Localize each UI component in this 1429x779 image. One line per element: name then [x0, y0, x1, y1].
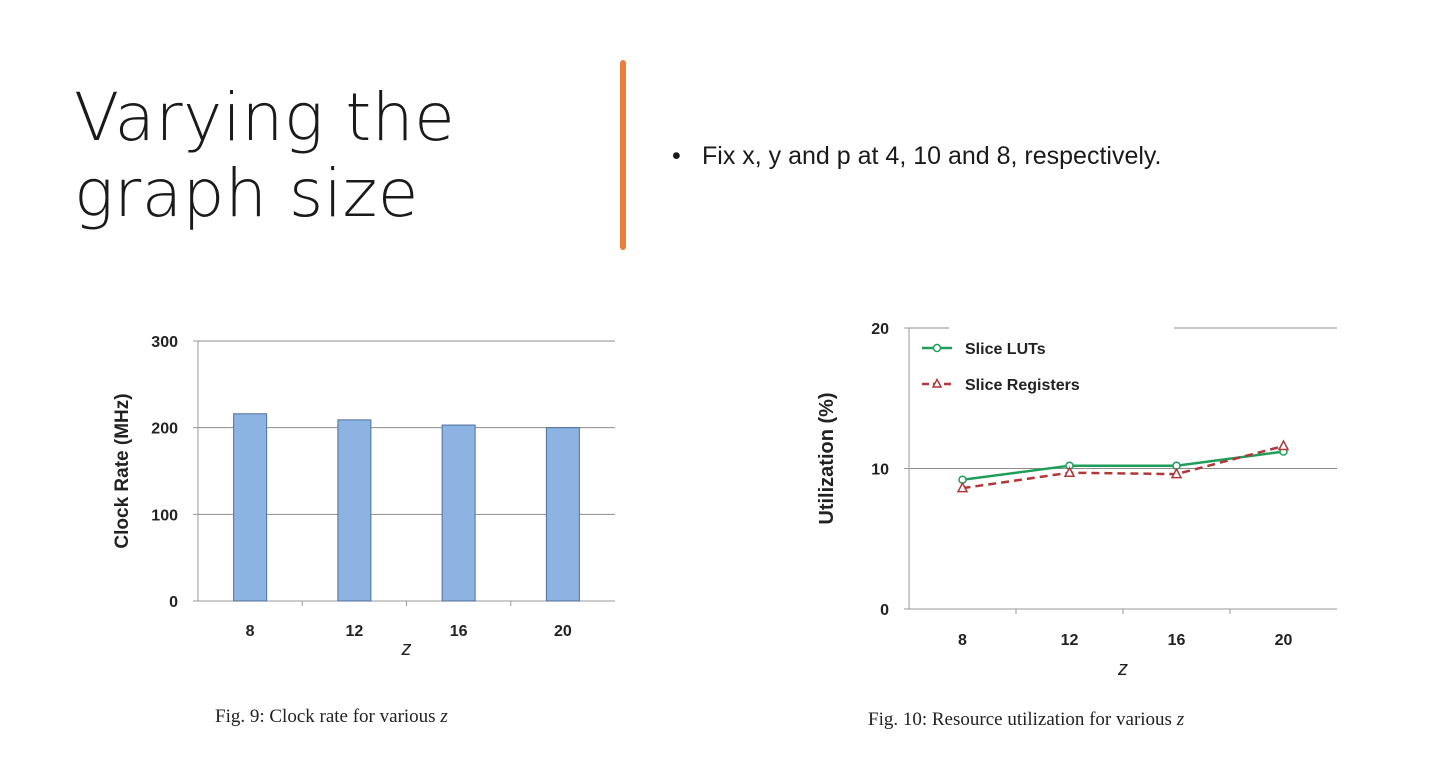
x-tick-label-12: 12: [1061, 632, 1079, 649]
bullet-item: • Fix x, y and p at 4, 10 and 8, respecti…: [672, 142, 1162, 171]
x-axis-label: z: [1117, 658, 1128, 680]
legend-label-1: Slice Registers: [965, 377, 1080, 394]
bar-12: [337, 419, 372, 602]
series-line-0: [962, 450, 1284, 481]
series-1-point-20: [1277, 439, 1290, 451]
x-tick-label-12: 12: [345, 623, 363, 640]
bullet-dot-icon: •: [672, 142, 681, 170]
y-tick-label-0: 0: [169, 594, 178, 611]
fig10-chart: 0 10 20 Slice LUTs Slice Registers 8 12 16 20 z Ut…: [800, 310, 1360, 690]
slide-title-line-1: Varying the: [74, 79, 456, 156]
fig10-caption-var: z: [1176, 709, 1185, 730]
legend-marker-1: [931, 377, 943, 388]
y-tick-label-2: 20: [871, 321, 889, 338]
legend-marker-0: [932, 343, 942, 353]
legend-label-0: Slice LUTs: [965, 341, 1046, 358]
clock-rate-bar-chart: 0 100 200 300 8 12 16 20 z Clock Rate (MHz): [112, 334, 615, 660]
fig9-caption: Fig. 9: Clock rate for various z: [215, 706, 448, 728]
y-tick-label-2: 200: [151, 421, 178, 438]
series-line-1: [962, 444, 1284, 490]
x-tick-label-20: 20: [1275, 632, 1293, 649]
slide-title-line-2: graph size: [74, 155, 419, 232]
y-tick-label-0: 0: [880, 602, 889, 619]
utilization-line-chart: 0 10 20 Slice LUTs Slice Registers 8 12 16 20 z Ut…: [816, 321, 1337, 680]
fig10-caption-text: Fig. 10: Resource utilization for variou…: [868, 709, 1177, 730]
series-1-point-16: [1170, 467, 1183, 479]
accent-divider: [620, 60, 626, 250]
series-1-point-8: [956, 481, 969, 493]
x-tick-label-20: 20: [554, 623, 572, 640]
x-tick-label-16: 16: [1168, 632, 1186, 649]
series-1-point-12: [1063, 466, 1076, 477]
bar-16: [441, 424, 476, 602]
fig9-caption-var: z: [440, 706, 448, 727]
y-tick-label-1: 10: [871, 462, 889, 479]
x-axis-label: z: [401, 638, 412, 660]
bar-20: [545, 427, 580, 602]
fig10-caption: Fig. 10: Resource utilization for variou…: [868, 709, 1184, 731]
fig9-chart: 0 100 200 300 8 12 16 20 z Clock Rate (MHz): [100, 320, 640, 670]
y-tick-label-3: 300: [151, 334, 178, 351]
legend-box: [949, 322, 1174, 334]
slide-title: Varying the graph size: [74, 80, 554, 232]
x-tick-label-16: 16: [450, 623, 468, 640]
x-tick-label-8: 8: [246, 623, 255, 640]
y-axis-label: Utilization (%): [816, 392, 838, 524]
bar-8: [233, 413, 268, 602]
x-tick-label-8: 8: [958, 632, 967, 649]
bullet-text: Fix x, y and p at 4, 10 and 8, respectiv…: [702, 142, 1162, 170]
fig9-caption-text: Fig. 9: Clock rate for various: [215, 706, 441, 727]
y-tick-label-1: 100: [151, 507, 178, 524]
y-axis-label: Clock Rate (MHz): [112, 393, 133, 548]
